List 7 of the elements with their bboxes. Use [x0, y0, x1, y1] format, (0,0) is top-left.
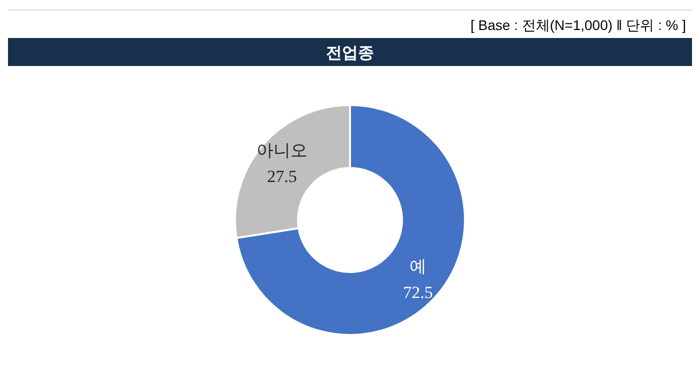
data-label: 72.5 — [403, 283, 433, 302]
text: [ Base : 전체(N=1,000) ‖ 단위 : % ] — [470, 17, 686, 33]
chart-title: 전업종 — [326, 45, 374, 62]
slice-label: 예 — [410, 257, 427, 276]
donut-slice — [235, 104, 466, 336]
slice-label: 아니오 — [256, 140, 308, 160]
data-label: 27.5 — [267, 166, 297, 186]
